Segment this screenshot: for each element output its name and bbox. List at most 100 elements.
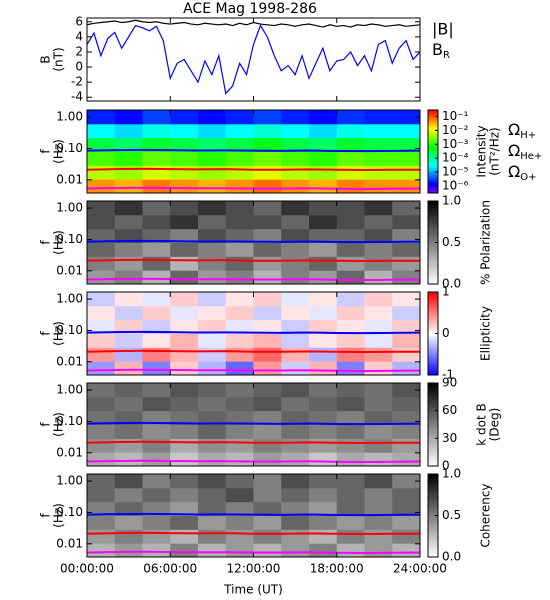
y-axis-label: (Hz) — [52, 139, 66, 164]
heatmap-cell — [309, 438, 338, 453]
colorbar-swatch — [428, 370, 438, 374]
heatmap-cell — [364, 529, 393, 544]
colorbar-swatch — [428, 503, 438, 506]
heatmap-cell — [170, 179, 199, 193]
heatmap-cell — [392, 165, 420, 180]
colorbar-swatch — [428, 540, 438, 543]
colorbar-swatch — [428, 426, 438, 430]
heatmap-cell — [364, 123, 393, 139]
y-axis-label: (Hz) — [52, 503, 66, 528]
heatmap-cell — [87, 383, 116, 398]
colorbar-swatch — [428, 329, 438, 332]
colorbar-swatch — [428, 244, 438, 248]
colorbar-swatch — [428, 345, 438, 349]
heatmap-cell — [87, 165, 116, 180]
y-axis-label: f — [39, 331, 53, 336]
colorbar-swatch — [428, 486, 438, 490]
colorbar-tick-label: -1 — [442, 368, 454, 382]
heatmap-cell — [142, 110, 171, 125]
colorbar-swatch — [428, 455, 438, 459]
heatmap-cell — [198, 361, 227, 375]
colorbar-swatch — [428, 257, 438, 260]
colorbar-tick-label: 10⁻⁴ — [442, 151, 469, 165]
y-tick-label: 0.10 — [56, 323, 83, 337]
colorbar-swatch — [428, 130, 438, 134]
heatmap-cell — [336, 347, 365, 362]
heatmap-cell — [253, 347, 282, 362]
heatmap-cell — [114, 319, 143, 334]
heatmap-cell — [336, 543, 365, 557]
heatmap-cell — [281, 529, 310, 544]
colorbar-swatch — [428, 217, 438, 221]
heatmap-cell — [170, 424, 199, 439]
heatmap-cell — [114, 165, 143, 180]
heatmap-cell — [309, 474, 338, 489]
heatmap-cell — [309, 305, 338, 321]
heatmap-cell — [309, 410, 338, 425]
gyrofrequency-line — [87, 167, 420, 172]
heatmap-cell — [364, 151, 393, 166]
heatmap-cell — [281, 452, 310, 466]
colorbar-swatch — [428, 296, 438, 299]
colorbar-swatch — [428, 447, 438, 450]
heatmap-cell — [225, 110, 254, 125]
heatmap-cell — [170, 347, 199, 362]
y-tick-label: -4 — [71, 90, 83, 104]
colorbar-swatch — [428, 116, 438, 119]
heatmap-cell — [87, 201, 116, 216]
colorbar-swatch — [428, 269, 438, 273]
heatmap-cell — [225, 438, 254, 453]
colorbar-swatch — [428, 298, 438, 301]
heatmap-cell — [198, 214, 227, 230]
legend-label: |B| — [432, 20, 454, 39]
y-tick-label: 1.00 — [56, 110, 83, 124]
colorbar-swatch — [428, 248, 438, 252]
colorbar-swatch — [428, 439, 438, 442]
heatmap-cell — [114, 228, 143, 243]
heatmap-cell — [336, 201, 365, 216]
heatmap-cell — [87, 424, 116, 439]
colorbar-swatch — [428, 232, 438, 235]
heatmap-cell — [198, 123, 227, 139]
heatmap-cell — [364, 438, 393, 453]
colorbar-swatch — [428, 318, 438, 322]
heatmap-cell — [364, 256, 393, 271]
colorbar-swatch — [428, 457, 438, 461]
y-tick-label: 1.00 — [56, 201, 83, 215]
heatmap-cell — [225, 270, 254, 284]
heatmap-cell — [281, 396, 310, 412]
colorbar-swatch — [428, 139, 438, 142]
heatmap-cell — [87, 319, 116, 334]
colorbar-swatch — [428, 519, 438, 523]
heatmap-cell — [225, 179, 254, 193]
heatmap-cell — [170, 396, 199, 412]
colorbar-swatch — [428, 509, 438, 512]
colorbar-swatch — [428, 147, 438, 150]
heatmap-cell — [392, 487, 420, 503]
colorbar-swatch — [428, 190, 438, 194]
heatmap-cell — [198, 292, 227, 307]
colorbar-swatch — [428, 261, 438, 264]
heatmap-cell — [336, 228, 365, 243]
heatmap-cell — [142, 452, 171, 466]
heatmap-cell — [309, 501, 338, 516]
y-tick-label: 0.10 — [56, 232, 83, 246]
y-axis-label: f — [39, 513, 53, 518]
heatmap-cell — [364, 179, 393, 193]
colorbar-swatch — [428, 403, 438, 407]
heatmap-cell — [87, 396, 116, 412]
colorbar-swatch — [428, 461, 438, 465]
colorbar-swatch — [428, 263, 438, 266]
heatmap-cell — [170, 228, 199, 243]
y-tick-label: 0.01 — [56, 172, 83, 186]
heatmap-cell — [225, 123, 254, 139]
heatmap-cell — [225, 228, 254, 243]
heatmap-cell — [281, 228, 310, 243]
heatmap-cell — [170, 501, 199, 516]
heatmap-cell — [87, 256, 116, 271]
colorbar-label: (Deg) — [488, 408, 502, 442]
heatmap-cell — [114, 347, 143, 362]
heatmap-cell — [392, 383, 420, 398]
colorbar-swatch — [428, 310, 438, 314]
heatmap-cell — [142, 383, 171, 398]
